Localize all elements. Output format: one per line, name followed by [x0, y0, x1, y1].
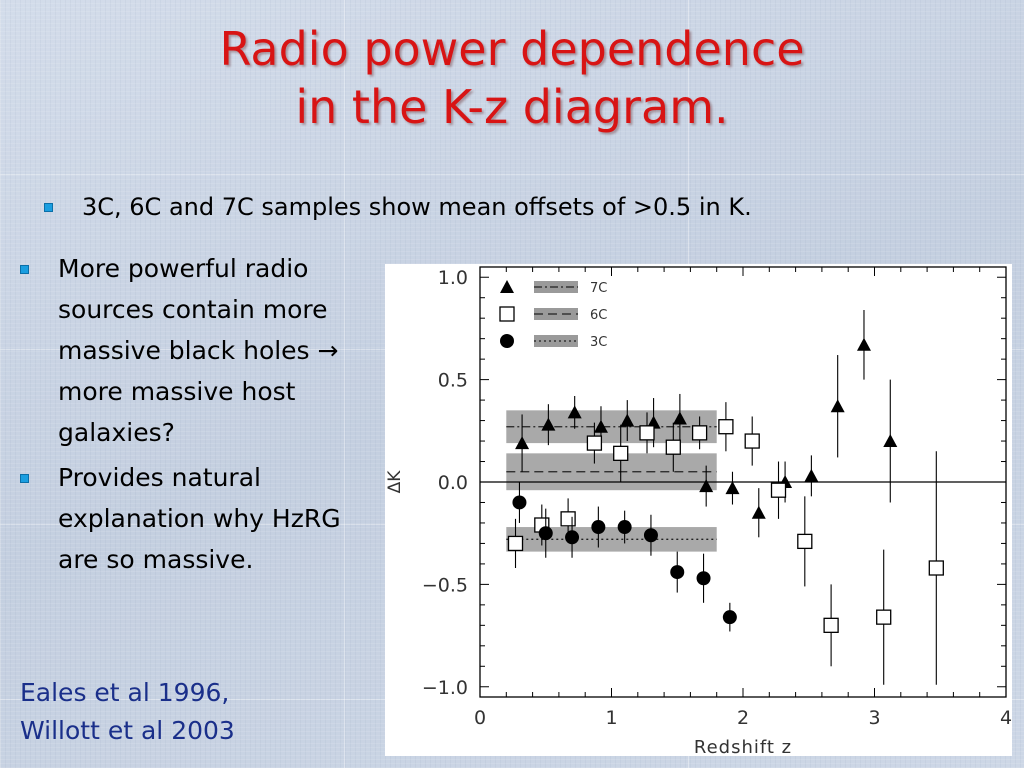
reference-line-2: Willott et al 2003 [20, 716, 235, 745]
data-point-7C [804, 468, 819, 482]
x-tick-label: 2 [737, 707, 749, 729]
kz-diagram-figure: 0 1 2 3 4 −1.0 −0.5 0.0 0.5 1.0 Redshift z ΔK 7C 6C 3C [385, 264, 1012, 756]
data-point-6C [823, 617, 839, 633]
x-tick-label: 0 [474, 707, 486, 729]
x-tick-label: 1 [605, 707, 617, 729]
data-point-7C [515, 436, 530, 450]
data-point-7C [883, 434, 898, 448]
data-point-7C [699, 479, 714, 493]
y-tick-label: 0.5 [438, 370, 468, 392]
y-tick-label: 0.0 [438, 472, 468, 494]
data-point-3C [512, 495, 527, 510]
data-point-6C [876, 609, 892, 625]
square-bullet-icon [20, 265, 29, 274]
slide-title: Radio power dependence in the K-z diagra… [0, 20, 1024, 136]
y-axis-label: ΔK [385, 470, 405, 494]
data-point-6C [691, 425, 708, 441]
left-bullet-list: More powerful radio sources contain more… [18, 248, 378, 580]
data-point-3C [538, 526, 553, 541]
left-bullet-item: More powerful radio sources contain more… [18, 248, 378, 453]
data-point-7C [856, 337, 871, 351]
data-point-6C [586, 435, 603, 451]
data-point-6C [665, 439, 681, 455]
top-bullet-text: 3C, 6C and 7C samples show mean offsets … [82, 193, 752, 221]
data-point-7C [567, 405, 582, 419]
square-bullet-icon [20, 474, 29, 483]
legend-label-7C: 7C [590, 281, 607, 296]
x-tick-label: 4 [1000, 707, 1012, 729]
data-point-6C [797, 533, 813, 550]
square-bullet-icon [44, 203, 53, 212]
legend-label-3C: 3C [590, 335, 607, 350]
data-point-6C [639, 425, 655, 441]
data-point-7C [593, 419, 608, 433]
data-point-3C [617, 520, 632, 535]
data-point-7C [541, 417, 556, 431]
data-point-6C [507, 535, 524, 552]
reference-line-1: Eales et al 1996, [20, 678, 230, 707]
slide-title-line-2: in the K-z diagram. [295, 80, 729, 134]
slide-title-line-1: Radio power dependence [219, 22, 805, 76]
data-point-7C [620, 413, 635, 427]
legend-marker-6C [499, 306, 515, 322]
data-point-6C [613, 445, 629, 461]
data-point-6C [744, 433, 760, 449]
data-point-7C [672, 411, 687, 425]
data-point-7C [830, 399, 845, 413]
left-bullet-text: More powerful radio sources contain more… [58, 254, 339, 447]
data-point-3C [565, 530, 580, 545]
data-point-7C [725, 481, 740, 495]
data-point-3C [643, 528, 658, 543]
data-point-6C [770, 482, 787, 498]
legend-label-6C: 6C [590, 308, 607, 323]
y-tick-label: 1.0 [438, 267, 468, 289]
data-point-3C [696, 571, 711, 586]
data-point-6C [560, 511, 576, 527]
legend-marker-3C [500, 334, 514, 348]
reference-citation: Eales et al 1996, Willott et al 2003 [20, 674, 235, 750]
x-axis-label: Redshift z [694, 737, 792, 756]
data-point-3C [591, 520, 606, 535]
data-point-6C [928, 560, 944, 576]
kz-scatter-chart: 0 1 2 3 4 −1.0 −0.5 0.0 0.5 1.0 Redshift z ΔK 7C 6C 3C [385, 266, 1012, 756]
x-tick-label: 3 [868, 707, 880, 729]
y-tick-label: −1.0 [422, 677, 468, 699]
left-bullet-text: Provides natural explanation why HzRG ar… [58, 463, 341, 574]
data-point-7C [751, 505, 766, 519]
data-point-6C [718, 419, 734, 435]
legend-marker-7C [500, 280, 514, 293]
data-point-3C [722, 610, 737, 625]
left-bullet-item: Provides natural explanation why HzRG ar… [18, 457, 378, 580]
data-point-3C [670, 565, 685, 580]
y-tick-label: −0.5 [422, 574, 468, 596]
